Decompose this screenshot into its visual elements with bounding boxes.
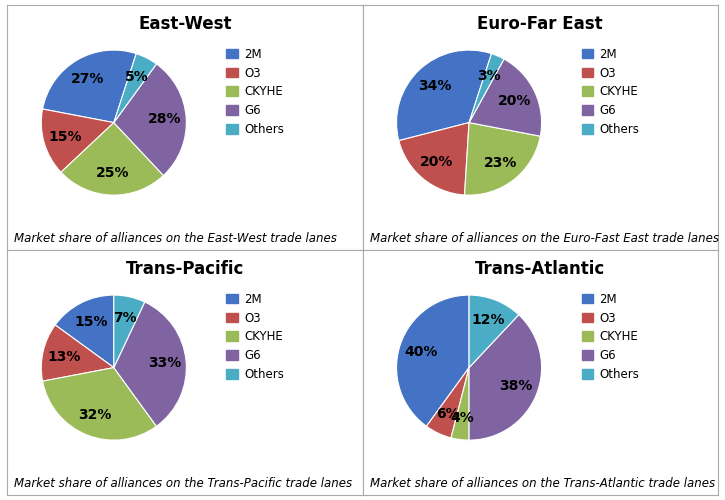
Wedge shape xyxy=(43,50,136,122)
Wedge shape xyxy=(114,64,186,176)
Wedge shape xyxy=(469,295,518,368)
Wedge shape xyxy=(469,54,504,122)
Text: Market share of alliances on the Euro-Fast East trade lanes: Market share of alliances on the Euro-Fa… xyxy=(370,232,718,245)
Legend: 2M, O3, CKYHE, G6, Others: 2M, O3, CKYHE, G6, Others xyxy=(581,292,639,382)
Text: 15%: 15% xyxy=(74,316,107,330)
Text: Euro-Far East: Euro-Far East xyxy=(477,15,603,33)
Text: 32%: 32% xyxy=(78,408,112,422)
Text: 13%: 13% xyxy=(48,350,81,364)
Wedge shape xyxy=(114,295,145,368)
Wedge shape xyxy=(397,295,469,426)
Text: 12%: 12% xyxy=(471,314,505,328)
Text: 3%: 3% xyxy=(478,69,501,83)
Text: 4%: 4% xyxy=(451,411,475,425)
Text: 40%: 40% xyxy=(404,345,437,359)
Wedge shape xyxy=(41,109,114,172)
Wedge shape xyxy=(114,54,157,122)
Text: 33%: 33% xyxy=(148,356,181,370)
Text: East-West: East-West xyxy=(138,15,231,33)
Text: 20%: 20% xyxy=(498,94,531,108)
Wedge shape xyxy=(41,325,114,381)
Text: 25%: 25% xyxy=(96,166,129,180)
Text: Trans-Atlantic: Trans-Atlantic xyxy=(475,260,605,278)
Text: 38%: 38% xyxy=(500,380,533,394)
Text: 34%: 34% xyxy=(418,78,451,92)
Wedge shape xyxy=(469,59,542,136)
Legend: 2M, O3, CKYHE, G6, Others: 2M, O3, CKYHE, G6, Others xyxy=(581,48,639,136)
Wedge shape xyxy=(399,122,469,195)
Text: Market share of alliances on the Trans-Pacific trade lanes: Market share of alliances on the Trans-P… xyxy=(14,477,352,490)
Text: 15%: 15% xyxy=(49,130,82,144)
Legend: 2M, O3, CKYHE, G6, Others: 2M, O3, CKYHE, G6, Others xyxy=(226,48,284,136)
Legend: 2M, O3, CKYHE, G6, Others: 2M, O3, CKYHE, G6, Others xyxy=(226,292,284,382)
Text: Trans-Pacific: Trans-Pacific xyxy=(125,260,244,278)
Wedge shape xyxy=(426,368,469,438)
Text: Market share of alliances on the East-West trade lanes: Market share of alliances on the East-We… xyxy=(14,232,337,245)
Text: 7%: 7% xyxy=(113,311,137,325)
Wedge shape xyxy=(469,314,542,440)
Text: 23%: 23% xyxy=(484,156,517,170)
Wedge shape xyxy=(451,368,469,440)
Text: 27%: 27% xyxy=(71,72,104,86)
Text: 20%: 20% xyxy=(420,154,453,168)
Text: 28%: 28% xyxy=(148,112,181,126)
Text: 6%: 6% xyxy=(436,406,459,420)
Wedge shape xyxy=(397,50,492,140)
Wedge shape xyxy=(61,122,163,195)
Wedge shape xyxy=(43,368,157,440)
Wedge shape xyxy=(465,122,540,195)
Text: 5%: 5% xyxy=(125,70,149,85)
Text: Market share of alliances on the Trans-Atlantic trade lanes: Market share of alliances on the Trans-A… xyxy=(370,477,715,490)
Wedge shape xyxy=(114,302,186,426)
Wedge shape xyxy=(55,295,114,368)
